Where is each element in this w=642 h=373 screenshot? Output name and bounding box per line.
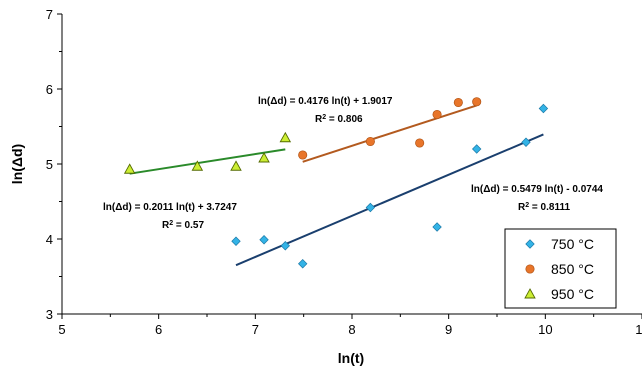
data-point bbox=[280, 241, 290, 251]
legend-label: 950 °C bbox=[551, 286, 594, 302]
legend-marker bbox=[524, 288, 536, 299]
data-point bbox=[521, 137, 531, 147]
data-point bbox=[191, 160, 204, 171]
data-point bbox=[258, 152, 270, 163]
y-tick-label: 7 bbox=[46, 7, 53, 22]
data-point bbox=[538, 103, 549, 114]
data-point bbox=[279, 131, 292, 143]
trendline-equation: ln(Δd) = 0.5479 ln(t) - 0.0744 bbox=[471, 184, 603, 195]
data-point bbox=[123, 163, 136, 174]
x-tick-label: 9 bbox=[445, 322, 452, 337]
legend-box bbox=[504, 228, 617, 309]
x-tick-label: 5 bbox=[58, 322, 65, 337]
data-point bbox=[259, 235, 269, 245]
x-axis-title: ln(t) bbox=[338, 350, 364, 366]
y-tick-label: 5 bbox=[46, 157, 53, 172]
data-point bbox=[231, 236, 241, 246]
x-tick-label: 10 bbox=[538, 322, 552, 337]
r-squared-label: R2 = 0.57 bbox=[162, 220, 204, 232]
trendline-equation: ln(Δd) = 0.4176 ln(t) + 1.9017 bbox=[258, 96, 393, 107]
data-point bbox=[365, 136, 375, 147]
legend-marker bbox=[525, 264, 535, 274]
x-tick-label: 8 bbox=[348, 322, 355, 337]
y-tick-label: 6 bbox=[46, 82, 53, 97]
legend: 750 °C 850 °C 950 °C bbox=[504, 228, 617, 309]
r-squared-label: R2 = 0.8111 bbox=[518, 202, 570, 214]
trendline-equation: ln(Δd) = 0.2011 ln(t) + 3.7247 bbox=[103, 202, 237, 213]
data-point bbox=[415, 138, 425, 148]
x-tick-label: 11 bbox=[635, 322, 642, 337]
data-point bbox=[230, 160, 242, 171]
legend-label: 850 °C bbox=[551, 261, 594, 277]
y-tick-label: 3 bbox=[46, 307, 53, 322]
data-markers bbox=[123, 97, 549, 269]
x-tick-label: 7 bbox=[252, 322, 259, 337]
legend-label: 750 °C bbox=[551, 236, 594, 252]
legend-marker bbox=[525, 239, 535, 249]
axes: 5 6 7 8 9 10 11 3 4 5 6 7 bbox=[46, 7, 642, 337]
y-axis-title: ln(Δd) bbox=[9, 144, 25, 184]
trendline bbox=[302, 104, 478, 163]
r-squared-label: R2 = 0.806 bbox=[315, 114, 363, 126]
trendline bbox=[129, 148, 286, 175]
data-point bbox=[432, 109, 442, 120]
data-point bbox=[432, 222, 442, 232]
data-point bbox=[298, 150, 308, 160]
data-point bbox=[298, 259, 308, 269]
data-point bbox=[453, 97, 463, 108]
x-tick-label: 6 bbox=[155, 322, 162, 337]
data-point bbox=[472, 144, 482, 154]
y-tick-label: 4 bbox=[46, 232, 53, 247]
equations: ln(Δd) = 0.5479 ln(t) - 0.0744 R2 = 0.811… bbox=[103, 96, 603, 231]
data-point bbox=[472, 97, 482, 107]
data-point bbox=[365, 202, 376, 213]
